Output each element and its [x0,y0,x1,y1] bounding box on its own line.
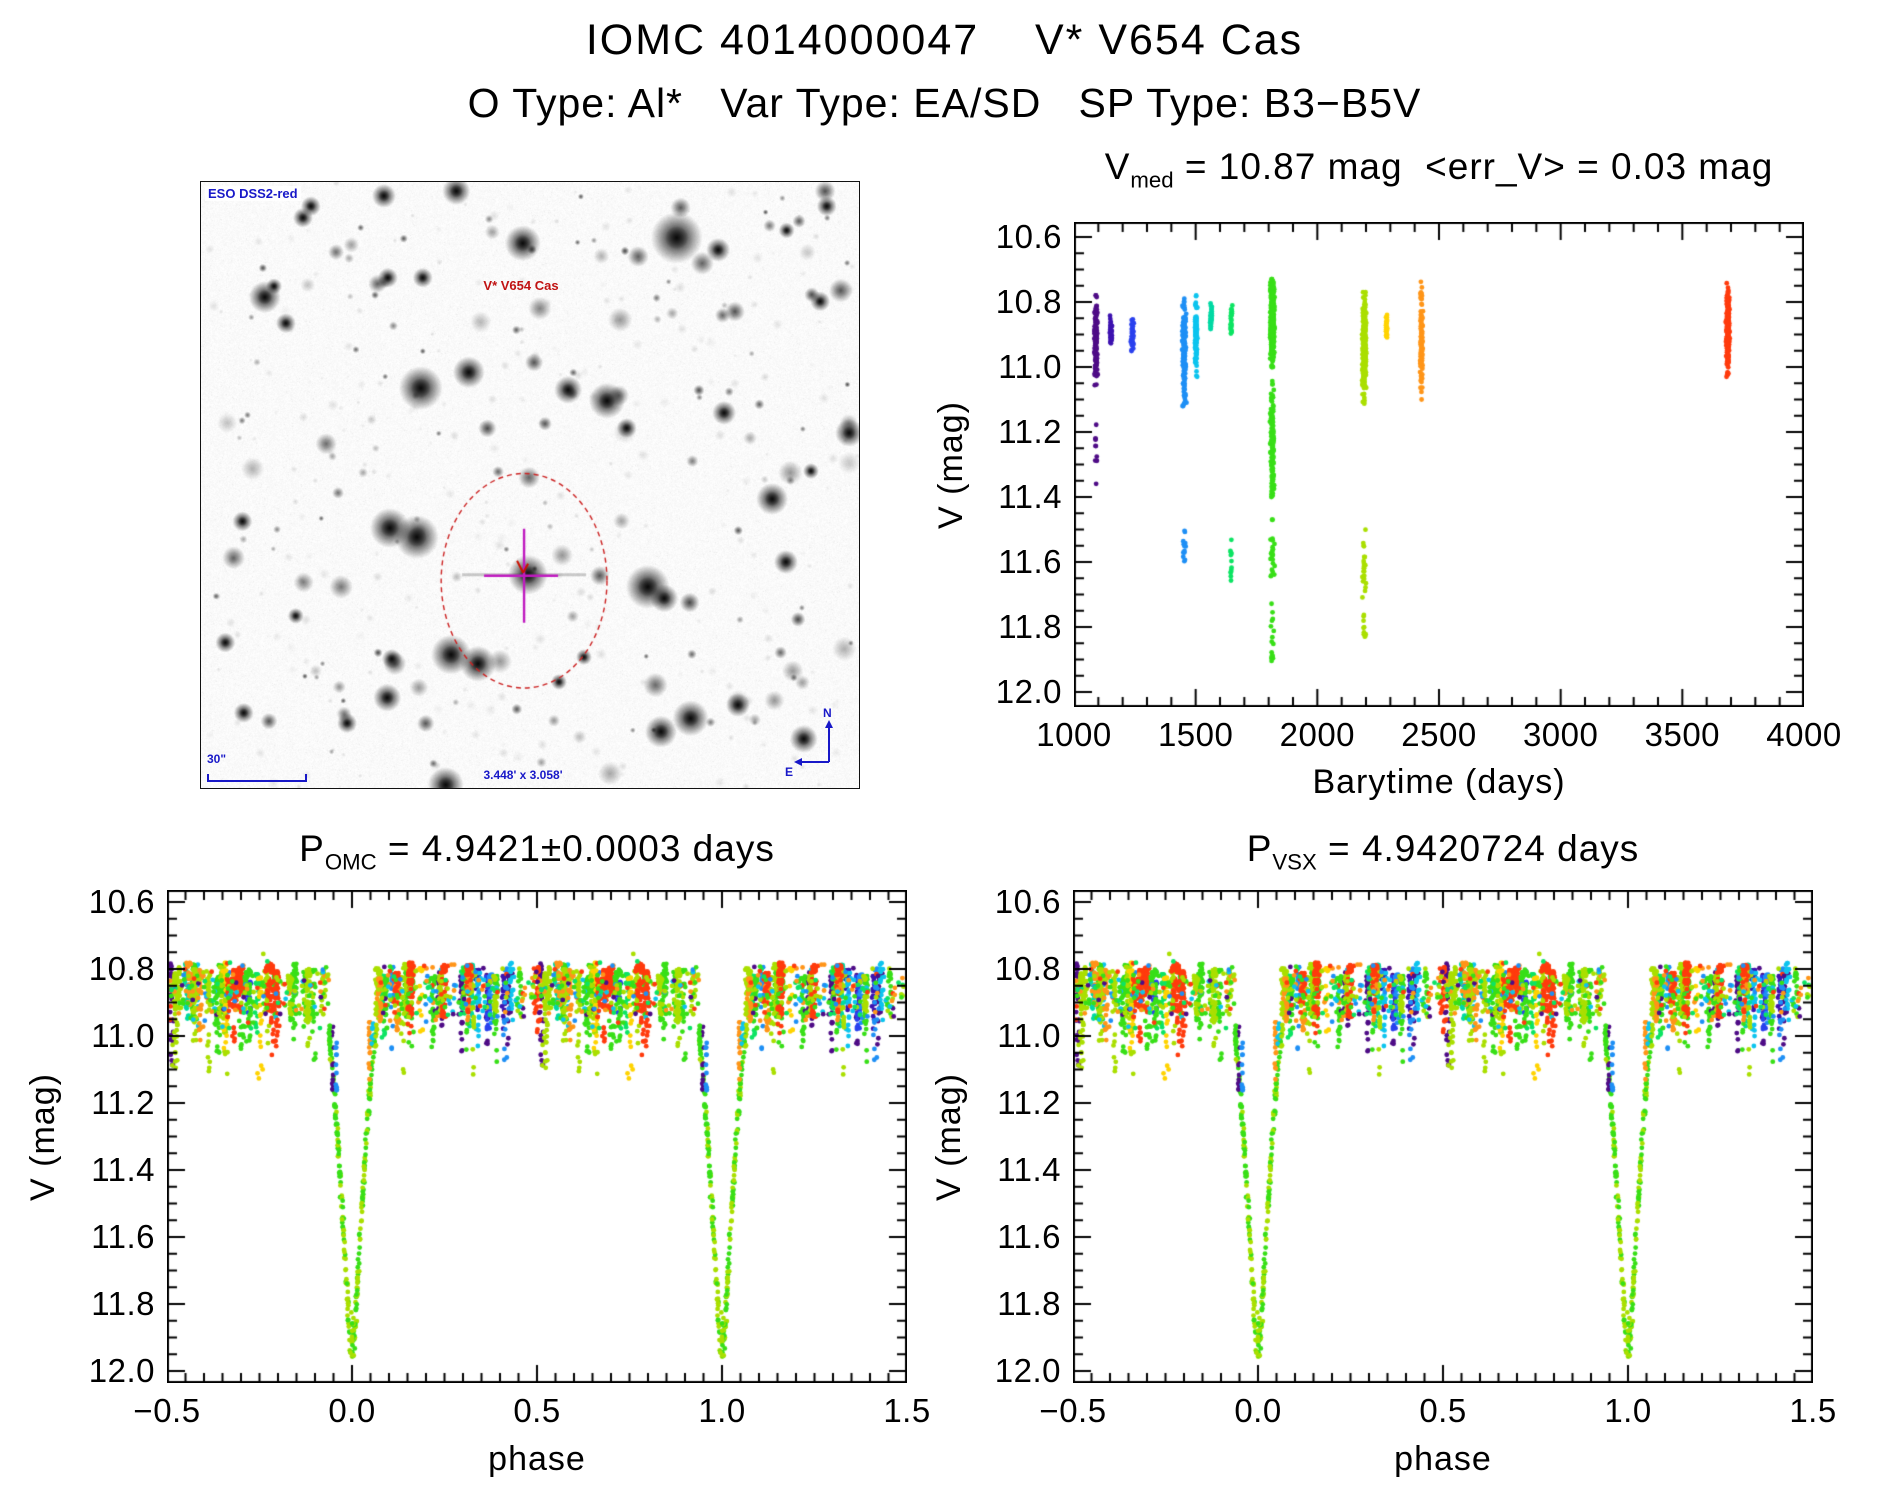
y-tick-label: 11.2 [998,413,1062,450]
y-tick-label: 10.8 [994,950,1061,987]
x-tick-label: 0.5 [1419,1392,1467,1429]
plot-title-omc-base: P [299,828,325,869]
x-tick-label: 1.5 [1789,1392,1837,1429]
compass-north-label: N [823,706,832,720]
scale-bar [207,774,307,782]
fov-label: 3.448' x 3.058' [483,768,563,782]
y-tick-label: 11.0 [997,1017,1061,1054]
plot-title-period-omc: POMC = 4.9421±0.0003 days [167,828,907,875]
x-tick-label: 2500 [1401,716,1477,753]
x-tick-label: 1.0 [698,1392,746,1429]
phase-vsx-scatter-canvas [1073,890,1813,1383]
compass-east-label: E [785,765,793,779]
x-tick-label: 2000 [1279,716,1356,753]
starfield-canvas [201,182,859,788]
x-tick-label: 1.5 [883,1392,931,1429]
plot-title-omc-rest: = 4.9421±0.0003 days [376,828,775,869]
y-tick-label: 11.8 [997,1285,1061,1322]
y-tick-label: 11.6 [91,1218,155,1255]
page-subtitle: O Type: Al* Var Type: EA/SD SP Type: B3−… [467,80,1422,126]
finder-chart: ESO DSS2-red V* V654 Cas 30" 3.448' x 3.… [200,181,860,789]
y-tick-label: 12.0 [994,1352,1061,1389]
plot-title-vsx-rest: = 4.9420724 days [1316,828,1640,869]
x-tick-label: 0.0 [328,1392,376,1429]
x-tick-label: 4000 [1766,716,1842,753]
y-tick-label: 12.0 [88,1352,155,1389]
y-tick-label: 11.2 [997,1084,1061,1121]
y-axis-title: V (mag) [932,400,970,529]
y-tick-label: 10.6 [994,883,1061,920]
y-tick-label: 11.8 [91,1285,155,1322]
plot-title-vsx-sub: VSX [1272,849,1317,875]
plot-title-omc-sub: OMC [324,849,377,875]
x-tick-label: 0.0 [1234,1392,1282,1429]
x-tick-label: −0.5 [1039,1392,1107,1429]
plot-title-period-vsx: PVSX = 4.9420724 days [1073,828,1813,875]
x-tick-label: 3000 [1522,716,1599,753]
y-axis-title: V (mag) [24,1072,62,1201]
y-tick-label: 11.4 [998,478,1062,515]
x-axis-title: phase [1394,1440,1492,1478]
compass-icon: N E [785,706,833,779]
y-tick-label: 11.8 [998,608,1062,645]
y-tick-label: 10.6 [995,218,1062,255]
x-tick-label: 1.0 [1604,1392,1652,1429]
x-axis-title: phase [488,1440,586,1478]
y-tick-label: 11.6 [998,543,1062,580]
plot-title-vmed-base: V [1104,146,1131,187]
x-tick-label: 3500 [1644,716,1721,753]
y-tick-label: 11.0 [91,1017,155,1054]
plot-title-vmed-sub: med [1130,167,1174,193]
target-label: V* V654 Cas [483,278,559,293]
x-tick-label: 0.5 [513,1392,561,1429]
barytime-scatter-canvas [1074,222,1804,707]
plot-title-vmed-rest: = 10.87 mag <err_V> = 0.03 mag [1173,146,1774,187]
plot-title-vsx-base: P [1246,828,1273,869]
y-tick-label: 11.0 [998,348,1062,385]
page-title: IOMC 4014000047 V* V654 Cas [585,16,1304,64]
phase-omc-scatter-canvas [167,890,907,1383]
y-tick-label: 10.6 [88,883,155,920]
x-tick-label: −0.5 [133,1392,201,1429]
y-tick-label: 11.6 [997,1218,1061,1255]
scalebar-label: 30" [207,752,227,766]
y-tick-label: 11.4 [91,1151,155,1188]
x-axis-title: Barytime (days) [1312,763,1566,801]
y-axis-title: V (mag) [930,1072,968,1201]
x-tick-label: 1000 [1036,716,1112,753]
y-tick-label: 12.0 [995,673,1062,710]
y-tick-label: 10.8 [88,950,155,987]
survey-label: ESO DSS2-red [205,186,301,201]
plot-title-vmed: Vmed = 10.87 mag <err_V> = 0.03 mag [1044,146,1834,193]
x-tick-label: 1500 [1157,716,1234,753]
y-tick-label: 11.4 [997,1151,1061,1188]
y-tick-label: 11.2 [91,1084,155,1121]
y-tick-label: 10.8 [995,283,1062,320]
